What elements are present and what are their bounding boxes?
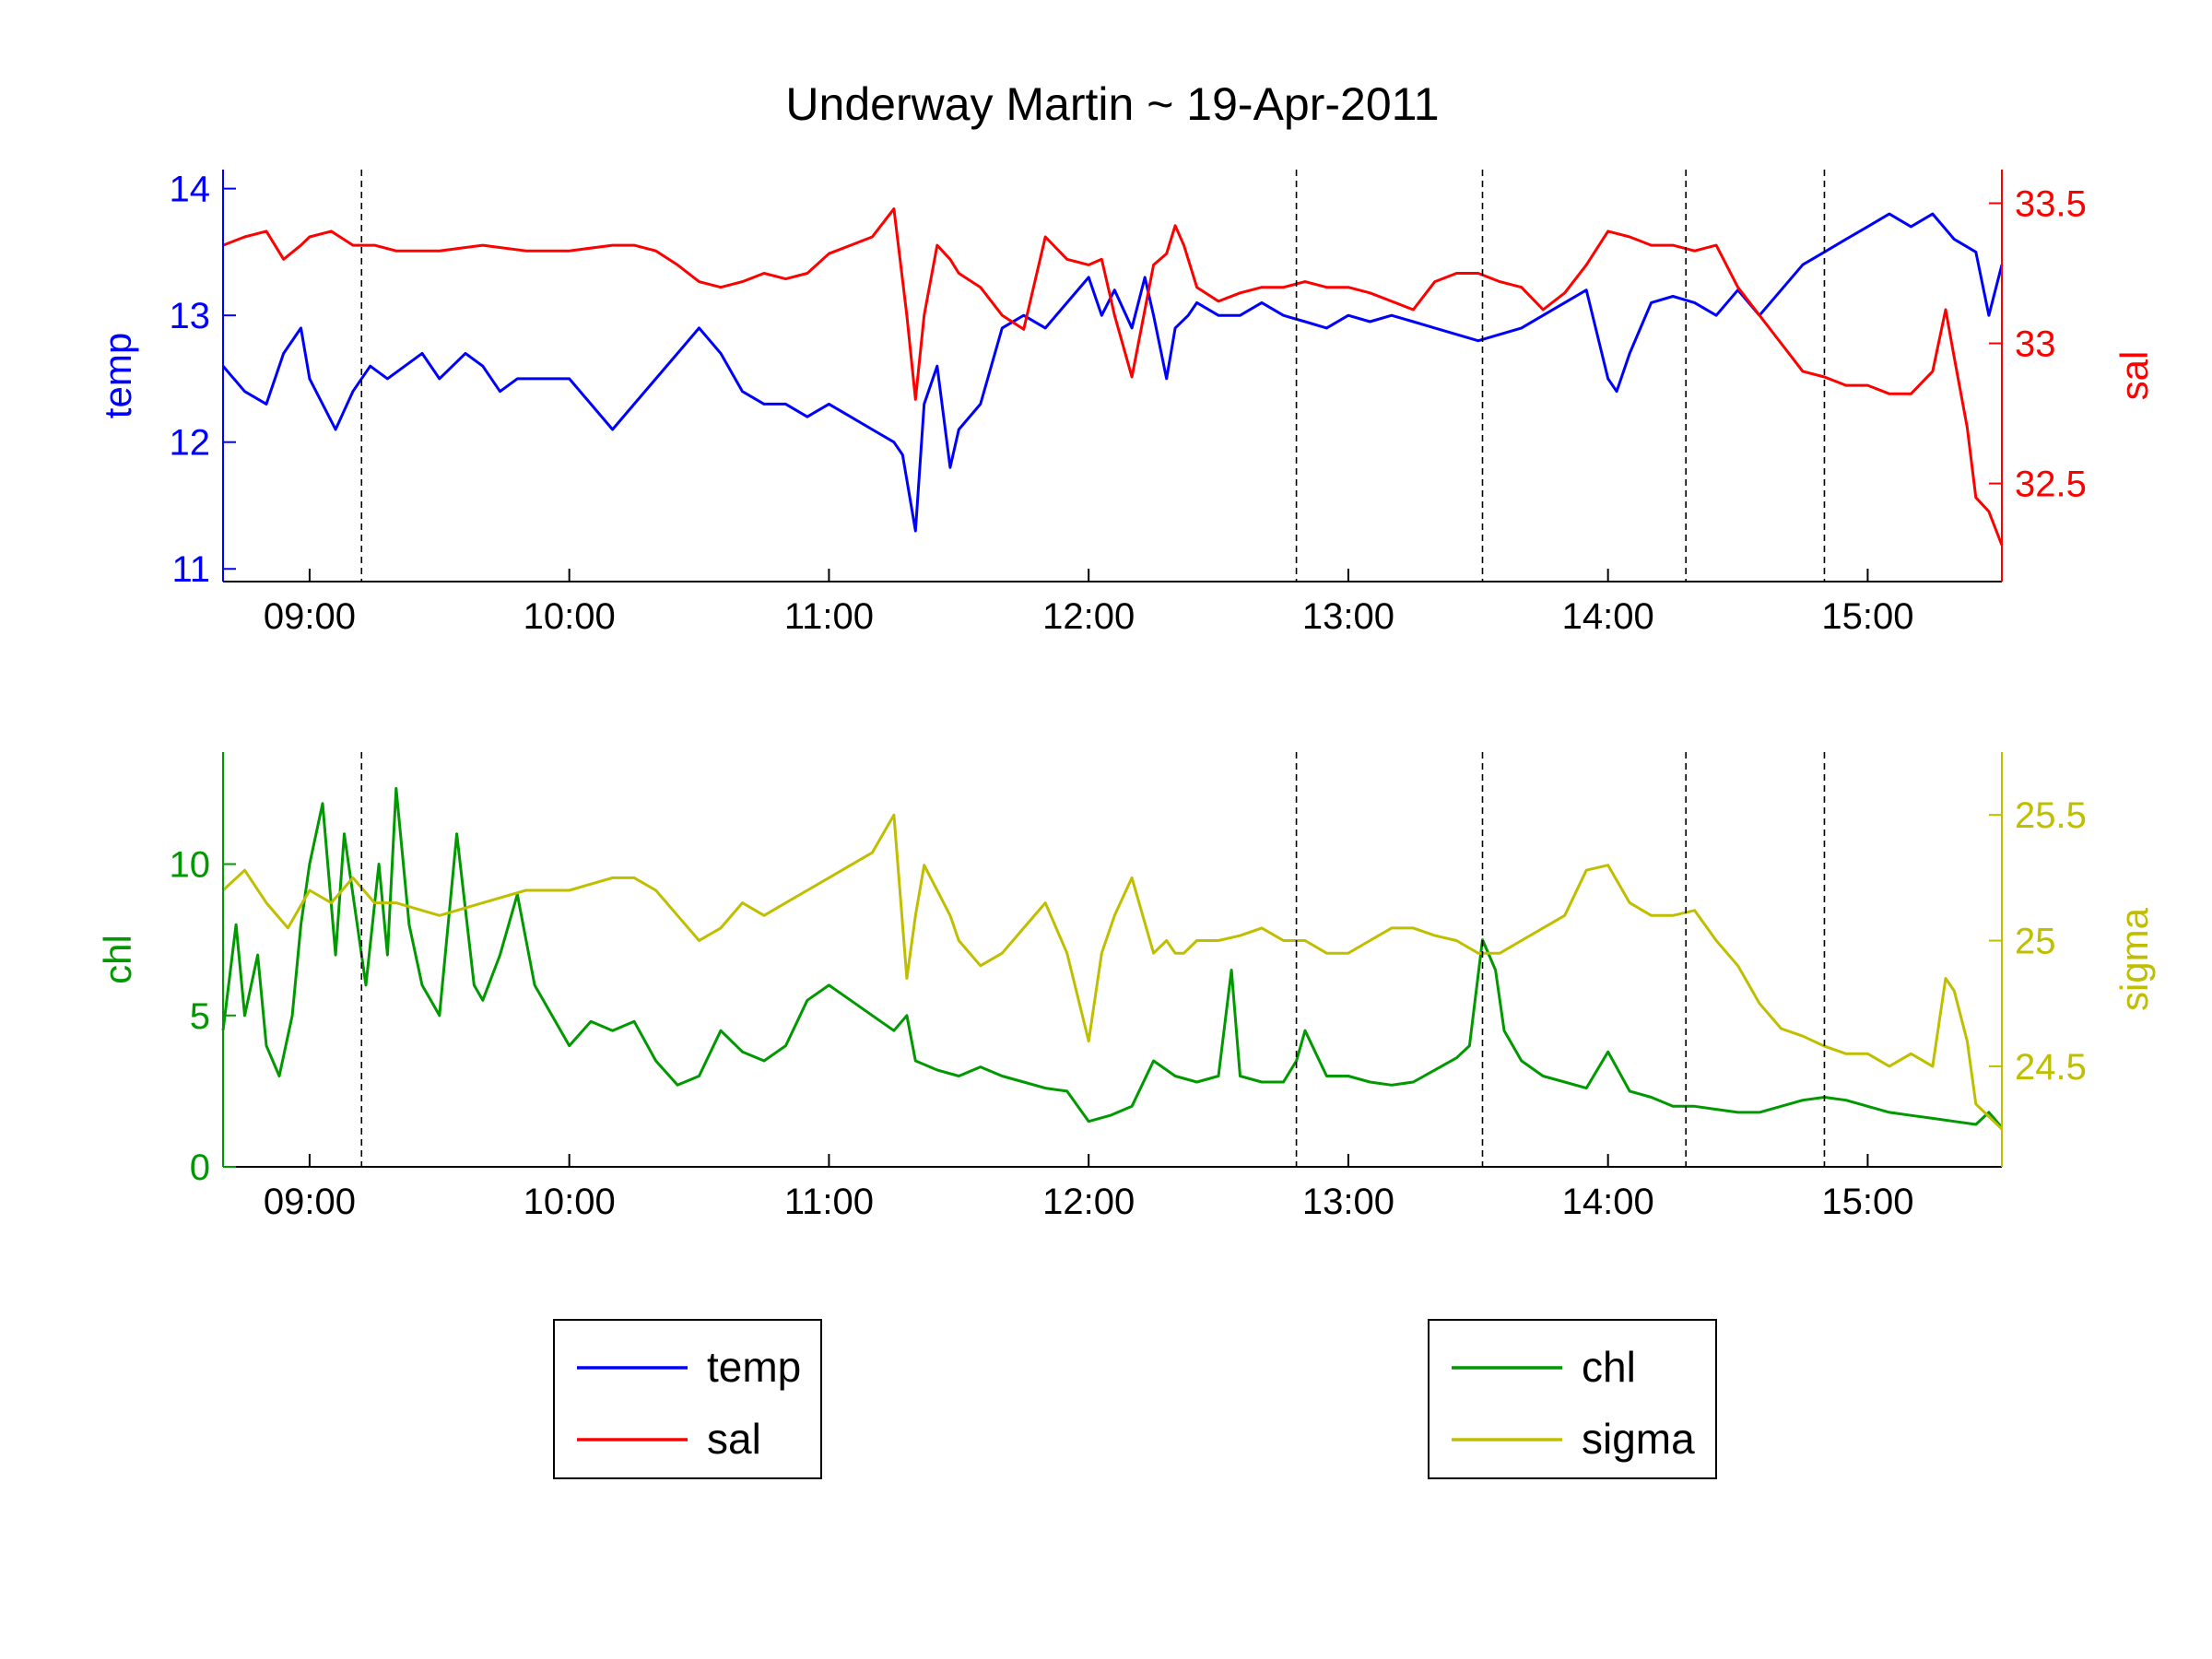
left-y-tick-label-12: 12 — [170, 423, 211, 464]
left-y-tick-label-11: 11 — [171, 549, 210, 590]
left-y-tick-label-5: 5 — [190, 996, 210, 1037]
x-tick-label-11-00: 11:00 — [784, 596, 874, 637]
left-y-axis-label: temp — [96, 333, 139, 418]
bottom-panel: 09:00 10:00 11:00 12:00 13:00 14:00 15:00 0 5 10 2… — [96, 752, 2156, 1222]
right-y-tick-label-25: 25 — [2015, 922, 2056, 962]
legend-label-temp: temp — [707, 1343, 801, 1391]
left-y-tick-label-14: 14 — [170, 170, 211, 210]
x-tick-label-14-00: 14:00 — [1562, 596, 1654, 637]
legend-label-sal: sal — [707, 1415, 761, 1463]
top-panel: 09:00 10:00 11:00 12:00 13:00 14:00 15:00 11 12 1… — [96, 170, 2156, 637]
series-temp-line — [221, 212, 2004, 533]
right-y-tick-label-25-5: 25.5 — [2015, 795, 2087, 836]
x-tick-label-13-00: 13:00 — [1302, 1182, 1394, 1222]
legend-label-sigma: sigma — [1582, 1415, 1695, 1463]
left-y-axis-label: chl — [96, 935, 139, 984]
x-tick-label-15-00: 15:00 — [1821, 596, 1913, 637]
x-tick-label-12-00: 12:00 — [1042, 596, 1135, 637]
right-y-axis-label: sal — [2112, 351, 2156, 401]
x-tick-label-13-00: 13:00 — [1302, 596, 1394, 637]
x-tick-label-09-00: 09:00 — [264, 596, 356, 637]
x-tick-label-11-00: 11:00 — [784, 1182, 874, 1222]
series-sigma-line — [221, 813, 2004, 1131]
left-y-tick-label-0: 0 — [190, 1147, 210, 1188]
x-tick-label-10-00: 10:00 — [524, 1182, 616, 1222]
left-y-tick-label-13: 13 — [170, 296, 211, 336]
legend-box — [553, 1319, 822, 1479]
x-tick-label-09-00: 09:00 — [264, 1182, 356, 1222]
legend-label-chl: chl — [1582, 1343, 1636, 1391]
x-tick-label-15-00: 15:00 — [1821, 1182, 1913, 1222]
legend-chl-sigma: chl sigma — [1428, 1319, 1717, 1479]
right-y-tick-label-24-5: 24.5 — [2015, 1047, 2087, 1088]
x-tick-label-10-00: 10:00 — [524, 596, 616, 637]
right-y-tick-label-33: 33 — [2015, 324, 2056, 365]
legend-temp-sal: temp sal — [553, 1319, 822, 1479]
right-y-tick-label-32-5: 32.5 — [2015, 465, 2087, 505]
legend-box — [1428, 1319, 1717, 1479]
chart-title: Underway Martin ~ 19-Apr-2011 — [785, 78, 1439, 130]
x-tick-label-12-00: 12:00 — [1042, 1182, 1135, 1222]
left-y-tick-label-10: 10 — [170, 845, 211, 886]
series-sal-line — [222, 207, 2004, 547]
right-y-tick-label-33-5: 33.5 — [2015, 183, 2087, 224]
series-chl-line — [221, 786, 2004, 1129]
x-tick-label-14-00: 14:00 — [1562, 1182, 1654, 1222]
right-y-axis-label: sigma — [2112, 907, 2156, 1011]
